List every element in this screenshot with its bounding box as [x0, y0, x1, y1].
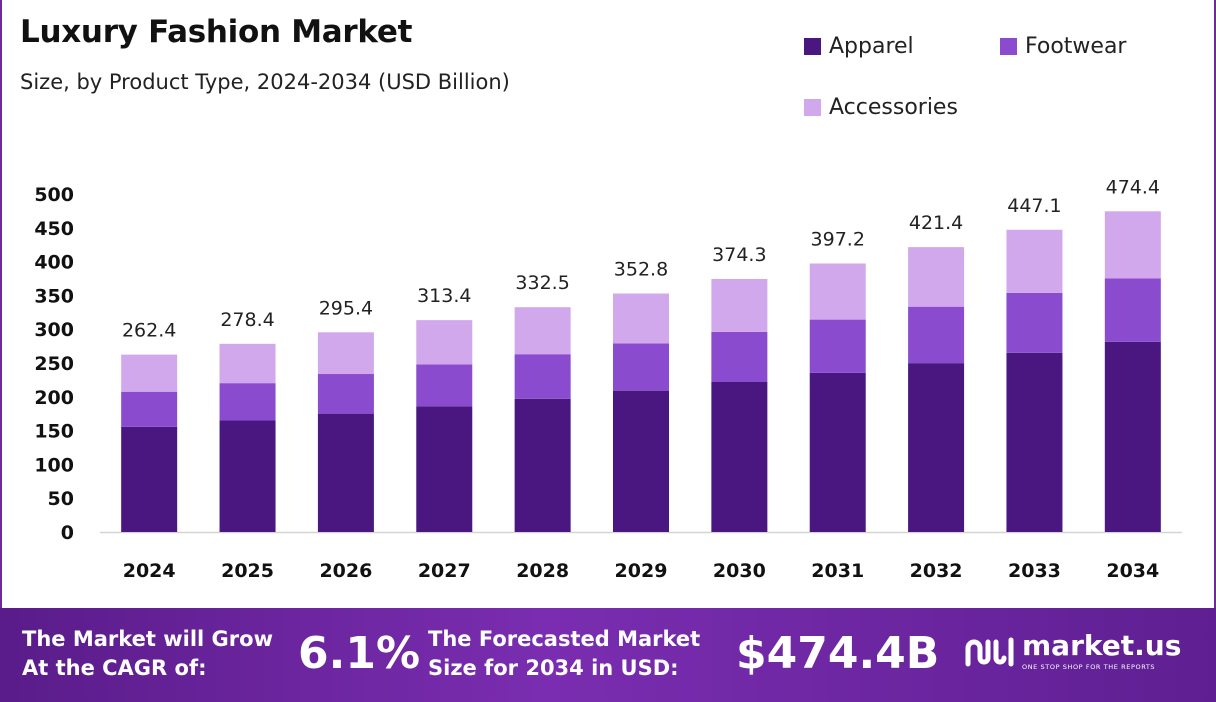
bar-apparel-2031	[809, 372, 866, 532]
legend-label-apparel: Apparel	[829, 34, 914, 59]
x-tick-label-2025: 2025	[221, 560, 274, 582]
cagr-caption-line2: At the CAGR of:	[22, 656, 207, 680]
bar-footwear-2033	[1006, 292, 1063, 353]
total-label-2027: 313.4	[417, 285, 471, 307]
bar-apparel-2024	[121, 426, 178, 532]
brand-logo: market.us ONE STOP SHOP FOR THE REPORTS	[964, 632, 1181, 671]
legend-item-footwear: Footwear	[1000, 34, 1126, 59]
forecast-caption: The Forecasted Market Size for 2034 in U…	[428, 625, 700, 683]
bar-footwear-2025	[219, 383, 276, 421]
bar-apparel-2028	[514, 398, 571, 532]
legend-item-apparel: Apparel	[804, 34, 914, 59]
total-label-2024: 262.4	[122, 320, 176, 342]
forecast-value: $474.4B	[736, 628, 940, 679]
total-label-2025: 278.4	[220, 309, 274, 331]
y-tick-label-450: 450	[34, 218, 74, 240]
bar-accessories-2025	[219, 343, 276, 384]
legend-label-footwear: Footwear	[1025, 34, 1127, 59]
cagr-caption: The Market will Grow At the CAGR of:	[22, 625, 273, 683]
cagr-caption-line1: The Market will Grow	[22, 627, 273, 651]
bar-accessories-2026	[317, 332, 374, 375]
total-label-2034: 474.4	[1106, 176, 1160, 198]
total-label-2030: 374.3	[712, 244, 766, 266]
chart-title: Luxury Fashion Market	[20, 14, 413, 50]
bar-apparel-2033	[1006, 352, 1063, 532]
bar-footwear-2031	[809, 319, 866, 373]
bar-apparel-2032	[908, 363, 965, 532]
total-label-2028: 332.5	[515, 272, 569, 294]
total-label-2033: 447.1	[1007, 195, 1061, 217]
legend-swatch-accessories	[804, 99, 821, 116]
forecast-caption-line2: Size for 2034 in USD:	[428, 656, 679, 680]
footer-banner: The Market will Grow At the CAGR of: 6.1…	[0, 608, 1216, 702]
y-tick-label-100: 100	[34, 454, 74, 476]
cagr-value: 6.1%	[298, 628, 421, 679]
x-tick-label-2027: 2027	[418, 560, 471, 582]
bar-accessories-2031	[809, 263, 866, 320]
logo-name: market.us	[1022, 629, 1182, 662]
y-tick-label-350: 350	[34, 285, 74, 307]
x-tick-label-2032: 2032	[910, 560, 963, 582]
bar-accessories-2033	[1006, 229, 1063, 293]
y-tick-label-150: 150	[34, 421, 74, 443]
x-tick-label-2030: 2030	[713, 560, 766, 582]
bar-footwear-2034	[1104, 278, 1161, 342]
bar-chart: 0 50 100 150 200 250 300 350 400 450 500 262.4 2024 2…	[34, 176, 1182, 582]
bar-footwear-2024	[121, 391, 178, 427]
y-tick-label-50: 50	[48, 488, 74, 510]
x-tick-label-2024: 2024	[123, 560, 176, 582]
total-label-2026: 295.4	[319, 297, 373, 319]
bar-footwear-2030	[711, 331, 768, 382]
logo-tagline: ONE STOP SHOP FOR THE REPORTS	[1022, 663, 1156, 671]
chart-subtitle: Size, by Product Type, 2024-2034 (USD Bi…	[20, 70, 510, 94]
legend-label-accessories: Accessories	[829, 95, 958, 120]
bar-accessories-2028	[514, 307, 571, 355]
y-tick-label-250: 250	[34, 353, 74, 375]
bar-accessories-2029	[613, 293, 669, 344]
bar-accessories-2034	[1104, 211, 1161, 279]
y-tick-label-200: 200	[34, 387, 74, 409]
y-tick-label-500: 500	[34, 184, 74, 206]
total-label-2032: 421.4	[909, 212, 963, 234]
bar-accessories-2030	[711, 278, 768, 332]
bar-footwear-2029	[613, 343, 669, 391]
bar-footwear-2026	[317, 374, 374, 414]
x-tick-label-2028: 2028	[516, 560, 569, 582]
total-label-2031: 397.2	[811, 228, 865, 250]
bar-apparel-2025	[219, 420, 276, 532]
bar-accessories-2024	[121, 354, 178, 392]
total-label-2029: 352.8	[614, 259, 668, 281]
forecast-caption-line1: The Forecasted Market	[428, 627, 701, 651]
bar-footwear-2032	[908, 306, 965, 364]
bar-apparel-2026	[317, 413, 374, 532]
bar-apparel-2034	[1104, 341, 1161, 532]
y-tick-label-0: 0	[61, 522, 74, 544]
x-tick-label-2029: 2029	[615, 560, 668, 582]
bar-footwear-2028	[514, 354, 571, 399]
bar-apparel-2029	[613, 390, 669, 532]
legend-item-accessories: Accessories	[804, 95, 958, 120]
x-tick-label-2026: 2026	[319, 560, 372, 582]
y-tick-label-400: 400	[34, 252, 74, 274]
x-tick-label-2031: 2031	[811, 560, 864, 582]
bar-apparel-2027	[416, 406, 473, 532]
y-tick-label-300: 300	[34, 319, 74, 341]
market-us-logo-icon	[965, 637, 1014, 666]
bar-apparel-2030	[711, 381, 768, 532]
x-tick-label-2033: 2033	[1008, 560, 1061, 582]
legend: Apparel Footwear Accessories	[804, 34, 1204, 134]
x-tick-label-2034: 2034	[1106, 560, 1159, 582]
bar-accessories-2032	[908, 247, 965, 307]
bar-accessories-2027	[416, 320, 473, 365]
legend-swatch-footwear	[1000, 38, 1017, 55]
legend-swatch-apparel	[804, 38, 821, 55]
bar-footwear-2027	[416, 364, 473, 407]
